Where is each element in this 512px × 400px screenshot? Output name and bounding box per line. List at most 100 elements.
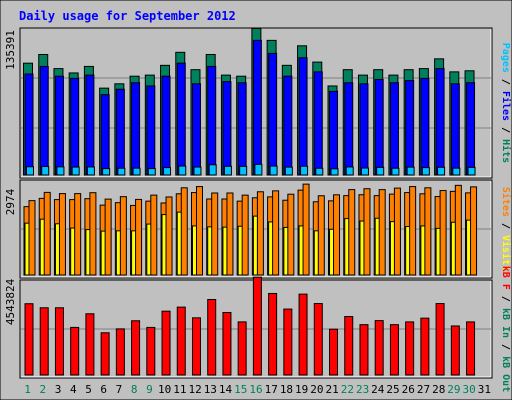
kbytes-bar: [420, 317, 430, 376]
chart-title: Daily usage for September 2012: [19, 9, 236, 23]
sites-bar: [287, 193, 295, 276]
day-label: 20: [310, 383, 323, 396]
day-label: 13: [204, 383, 217, 396]
kbytes-bar: [115, 328, 125, 376]
kbytes-bar: [268, 292, 278, 376]
hits-legend-part-4: /: [500, 121, 511, 139]
chart-panels: 135391 Pages / Files / Hits 2974 Sites / Vi…: [4, 27, 512, 392]
visits-legend-part-2: /: [500, 217, 511, 235]
files-bar: [329, 90, 339, 176]
day-label: 14: [219, 383, 233, 396]
hits-legend-part-5: Hits: [500, 139, 512, 163]
day-label: 15: [234, 383, 247, 396]
pages-bar: [163, 167, 172, 176]
hits-legend-part-3: Files: [500, 91, 512, 121]
sites-bar: [195, 186, 203, 276]
pages-bar: [41, 166, 50, 176]
day-label: 5: [85, 383, 92, 396]
visits-legend-part-3: Visits: [500, 235, 512, 271]
day-label: 31: [478, 383, 491, 396]
files-bar: [146, 85, 156, 176]
sites-bar: [226, 192, 234, 276]
kbytes-bar: [283, 308, 293, 376]
day-label: 28: [432, 383, 445, 396]
kbytes-bar: [100, 332, 110, 376]
files-bar: [191, 83, 201, 176]
files-bar: [450, 83, 460, 176]
sites-bar: [256, 191, 264, 276]
pages-bar: [178, 165, 187, 176]
day-label: 8: [131, 383, 138, 396]
pages-bar: [467, 166, 476, 176]
kbytes-bar: [466, 321, 476, 376]
pages-bar: [117, 167, 126, 176]
pages-bar: [193, 166, 202, 176]
sites-bar: [378, 189, 386, 276]
pages-bar: [376, 166, 385, 176]
visits-legend: Sites / Visits: [500, 187, 512, 271]
day-label: 16: [249, 383, 262, 396]
kbytes-bar: [329, 328, 339, 376]
day-label: 11: [173, 383, 186, 396]
files-bar: [374, 78, 384, 176]
kbytes-legend-part-5: kB Out: [500, 356, 511, 392]
files-bar: [389, 82, 399, 176]
pages-bar: [391, 167, 400, 176]
day-label: 4: [70, 383, 77, 396]
kbytes-bar: [176, 306, 186, 376]
files-bar: [100, 94, 110, 176]
day-label: 6: [100, 383, 107, 396]
kbytes-bar: [70, 326, 80, 376]
files-bar: [222, 81, 232, 176]
files-bar: [24, 73, 34, 176]
day-label: 1: [24, 383, 31, 396]
day-label: 26: [402, 383, 415, 396]
kbytes-bar: [207, 298, 217, 376]
files-bar: [131, 82, 141, 176]
kbytes-bar: [405, 321, 415, 376]
pages-bar: [284, 166, 293, 176]
day-label: 23: [356, 383, 369, 396]
day-label: 22: [341, 383, 354, 396]
sites-bar: [28, 200, 36, 276]
day-labels: 1 2 3 4 5 6 7 8 9 10 11 12 13 14 15 16 17 18 19 20 21 22 23 24 2…: [24, 383, 491, 396]
files-bar: [435, 68, 445, 176]
files-bar: [344, 82, 354, 176]
files-bar: [268, 52, 278, 176]
sites-bar: [58, 193, 66, 276]
sites-bar: [43, 191, 51, 276]
kbytes-bar: [359, 324, 369, 376]
sites-bar: [89, 192, 97, 276]
files-bar: [70, 77, 80, 176]
kbytes-bar: [237, 321, 247, 376]
kbytes-legend-part-2: /: [500, 290, 511, 308]
pages-bar: [315, 167, 324, 176]
pages-bar: [239, 165, 248, 176]
pages-bar: [56, 166, 65, 176]
pages-bar: [421, 167, 430, 176]
pages-bar: [406, 166, 415, 176]
day-label: 19: [295, 383, 308, 396]
kbytes-ymax-label: 4543824: [4, 278, 17, 325]
pages-bar: [86, 166, 95, 176]
files-bar: [283, 75, 293, 176]
kbytes-bar: [39, 307, 49, 376]
day-label: 3: [55, 383, 62, 396]
kbytes-bar: [24, 303, 34, 376]
pages-bar: [269, 165, 278, 176]
visits-legend-part-1: Sites: [500, 187, 512, 217]
files-bar: [313, 71, 323, 176]
pages-bar: [437, 166, 446, 176]
kbytes-legend: kB F / kB In / kB Out: [500, 266, 511, 392]
sites-bar: [454, 184, 462, 276]
pages-bar: [360, 167, 369, 176]
files-bar: [161, 75, 171, 176]
kbytes-bar: [54, 307, 64, 376]
files-bar: [298, 57, 308, 176]
pages-bar: [26, 166, 34, 176]
kbytes-bar: [131, 320, 141, 376]
sites-bar: [119, 196, 127, 276]
sites-bar: [302, 183, 310, 276]
pages-bar: [102, 168, 111, 176]
files-bar: [207, 65, 217, 176]
